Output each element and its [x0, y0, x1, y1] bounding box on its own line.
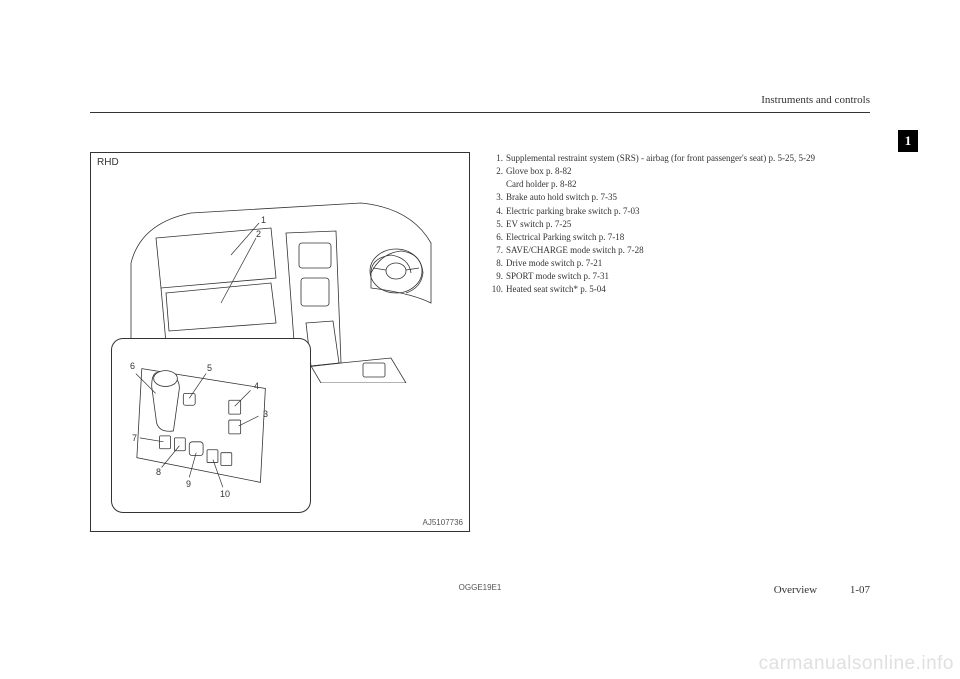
ref-text: Glove box p. 8-82: [506, 165, 820, 177]
callout-3: 3: [263, 409, 268, 419]
callout-5: 5: [207, 363, 212, 373]
ref-item: 8.Drive mode switch p. 7-21: [490, 257, 820, 269]
ref-num: 6.: [490, 231, 506, 243]
ref-item: 7.SAVE/CHARGE mode switch p. 7-28: [490, 244, 820, 256]
ref-text: Heated seat switch* p. 5-04: [506, 283, 820, 295]
footer-doc-id: OGGE19E1: [459, 583, 502, 592]
ref-text: Drive mode switch p. 7-21: [506, 257, 820, 269]
ref-item: 10.Heated seat switch* p. 5-04: [490, 283, 820, 295]
ref-text: Supplemental restraint system (SRS) - ai…: [506, 152, 820, 164]
ref-item: 4.Electric parking brake switch p. 7-03: [490, 205, 820, 217]
footer-page-ref: 1-07: [850, 584, 870, 596]
ref-item: 1.Supplemental restraint system (SRS) - …: [490, 152, 820, 164]
ref-text: SAVE/CHARGE mode switch p. 7-28: [506, 244, 820, 256]
ref-num: 7.: [490, 244, 506, 256]
variant-label: RHD: [97, 157, 119, 168]
reference-list: 1.Supplemental restraint system (SRS) - …: [490, 152, 820, 297]
ref-text: Electric parking brake switch p. 7-03: [506, 205, 820, 217]
header-section-title: Instruments and controls: [761, 94, 870, 106]
ref-item: Card holder p. 8-82: [490, 178, 820, 190]
ref-item: 9.SPORT mode switch p. 7-31: [490, 270, 820, 282]
inset-detail: 6 5 4 3 7 8 9 10: [111, 338, 311, 513]
ref-item: 3.Brake auto hold switch p. 7-35: [490, 191, 820, 203]
ref-num: 10.: [490, 283, 506, 295]
ref-text: Card holder p. 8-82: [506, 178, 820, 190]
callout-10: 10: [220, 489, 230, 499]
ref-item: 6.Electrical Parking switch p. 7-18: [490, 231, 820, 243]
ref-text: Electrical Parking switch p. 7-18: [506, 231, 820, 243]
ref-num: 3.: [490, 191, 506, 203]
callout-9: 9: [186, 479, 191, 489]
header-rule: [90, 112, 870, 113]
callout-1: 1: [261, 215, 266, 225]
figure-box: RHD AJ5107736: [90, 152, 470, 532]
ref-text: EV switch p. 7-25: [506, 218, 820, 230]
callout-6: 6: [130, 361, 135, 371]
ref-num: 9.: [490, 270, 506, 282]
figure-id: AJ5107736: [423, 518, 463, 527]
callout-8: 8: [156, 467, 161, 477]
chapter-badge: 1: [898, 130, 918, 152]
watermark: carmanualsonline.info: [759, 653, 954, 675]
callout-4: 4: [254, 381, 259, 391]
manual-page: Instruments and controls 1 RHD AJ5107736: [90, 90, 870, 610]
footer-section-name: Overview: [774, 584, 817, 596]
ref-item: 2.Glove box p. 8-82: [490, 165, 820, 177]
ref-item: 5.EV switch p. 7-25: [490, 218, 820, 230]
ref-text: SPORT mode switch p. 7-31: [506, 270, 820, 282]
ref-num: 4.: [490, 205, 506, 217]
ref-num: [490, 178, 506, 190]
footer-right: Overview 1-07: [774, 584, 870, 596]
callout-7: 7: [132, 433, 137, 443]
ref-text: Brake auto hold switch p. 7-35: [506, 191, 820, 203]
ref-num: 1.: [490, 152, 506, 164]
ref-num: 5.: [490, 218, 506, 230]
callout-2: 2: [256, 229, 261, 239]
ref-num: 8.: [490, 257, 506, 269]
ref-num: 2.: [490, 165, 506, 177]
